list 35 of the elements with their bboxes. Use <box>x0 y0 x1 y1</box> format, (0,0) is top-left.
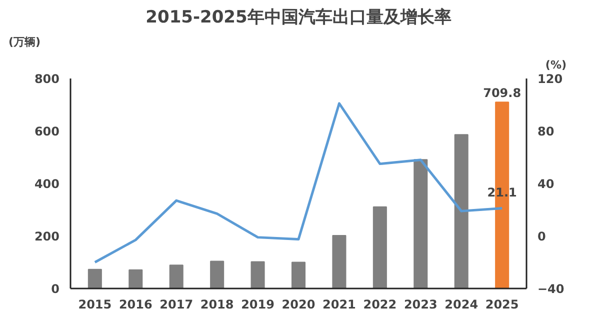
bar <box>454 134 468 288</box>
y-tick-label: 0 <box>51 282 60 296</box>
y-axis-title: (万辆) <box>8 36 41 48</box>
data-label: 709.8 <box>483 86 522 100</box>
bar <box>372 206 387 288</box>
y2-tick-label: 0 <box>538 230 546 244</box>
bar <box>88 268 102 288</box>
x-tick-label: 2022 <box>363 298 397 312</box>
y2-axis-title: (%) <box>545 58 566 72</box>
bar <box>250 261 265 288</box>
x-tick-label: 2019 <box>241 298 274 312</box>
bar <box>128 269 143 288</box>
y-tick-label: 400 <box>34 177 60 191</box>
chart-title: 2015-2025年中国汽车出口量及增长率 <box>146 8 452 28</box>
x-tick-label: 2025 <box>485 298 519 312</box>
x-tick-label: 2016 <box>118 298 152 312</box>
bar <box>332 234 346 288</box>
y2-tick-label: 80 <box>538 124 554 138</box>
x-tick-label: 2020 <box>282 298 316 312</box>
y2-tick-label: −40 <box>538 282 564 296</box>
bar <box>169 264 184 288</box>
x-tick-label: 2018 <box>200 298 234 312</box>
bar <box>210 260 224 288</box>
y-tick-label: 200 <box>34 230 60 244</box>
y-tick-label: 800 <box>34 72 60 86</box>
x-tick-label: 2021 <box>322 298 356 312</box>
y-tick-label: 600 <box>34 124 60 138</box>
x-tick-label: 2015 <box>78 298 112 312</box>
x-tick-label: 2024 <box>444 298 478 312</box>
bar <box>414 159 428 288</box>
x-tick-label: 2023 <box>404 298 438 312</box>
bar <box>291 262 306 288</box>
y2-tick-label: 120 <box>538 72 563 86</box>
x-tick-label: 2017 <box>160 298 194 312</box>
y2-tick-label: 40 <box>538 177 554 191</box>
